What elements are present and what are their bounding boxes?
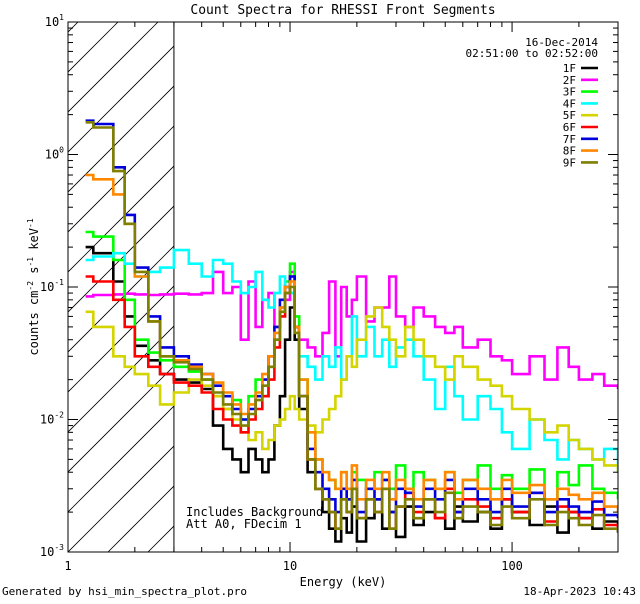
hatched-region (68, 22, 640, 552)
legend-label-2F: 2F (563, 74, 576, 87)
footer-right: 18-Apr-2023 10:43 (523, 585, 636, 598)
y-tick-label: 10-2 (40, 411, 64, 427)
hatch-line (68, 365, 174, 473)
hatch-line (388, 22, 640, 552)
y-tick-label: 10-3 (40, 543, 64, 559)
legend-label-4F: 4F (563, 97, 576, 110)
x-tick-label: 1 (64, 559, 71, 573)
hatch-line (68, 285, 174, 393)
legend-label-8F: 8F (563, 145, 576, 158)
time-range-text: 02:51:00 to 02:52:00 (466, 47, 598, 60)
date-text: 16-Dec-2014 (525, 36, 598, 49)
series-line-5F (85, 306, 618, 473)
legend-label-1F: 1F (563, 62, 576, 75)
annotation-background: Includes Background (186, 505, 323, 519)
hatch-line (68, 245, 174, 353)
hatch-line (68, 205, 174, 313)
series-line-2F (85, 270, 618, 389)
hatch-line (68, 405, 174, 513)
spectra-series (85, 22, 618, 552)
series-line-8F (85, 173, 618, 513)
annotation-attenuator: Att A0, FDecim 1 (186, 517, 302, 531)
x-tick-label: 10 (283, 559, 297, 573)
legend-label-6F: 6F (563, 121, 576, 134)
legend-label-3F: 3F (563, 86, 576, 99)
series-line-4F (85, 248, 618, 473)
y-tick-label: 10-1 (40, 278, 64, 294)
hatch-line (68, 445, 174, 552)
chart-title: Count Spectra for RHESSI Front Segments (190, 3, 495, 18)
hatch-line (68, 22, 159, 113)
y-tick-label: 101 (45, 13, 64, 29)
x-tick-label: 100 (501, 559, 523, 573)
y-axis-label: counts cm-2 s-1 keV-1 (26, 218, 41, 355)
legend-label-7F: 7F (563, 133, 576, 146)
hatch-line (68, 45, 174, 153)
series-line-9F (85, 121, 618, 533)
y-tick-label: 100 (45, 146, 64, 162)
footer-left: Generated by hsi_min_spectra_plot.pro (2, 585, 247, 598)
hatch-line (68, 85, 174, 193)
x-axis-label: Energy (keV) (300, 575, 387, 589)
hatch-line (68, 22, 119, 73)
legend-label-5F: 5F (563, 109, 576, 122)
axis-ticks: 1 10 100 101 100 10-1 10-2 10-3 (40, 13, 619, 573)
legend-label-9F: 9F (563, 156, 576, 169)
hatch-line (348, 22, 640, 552)
